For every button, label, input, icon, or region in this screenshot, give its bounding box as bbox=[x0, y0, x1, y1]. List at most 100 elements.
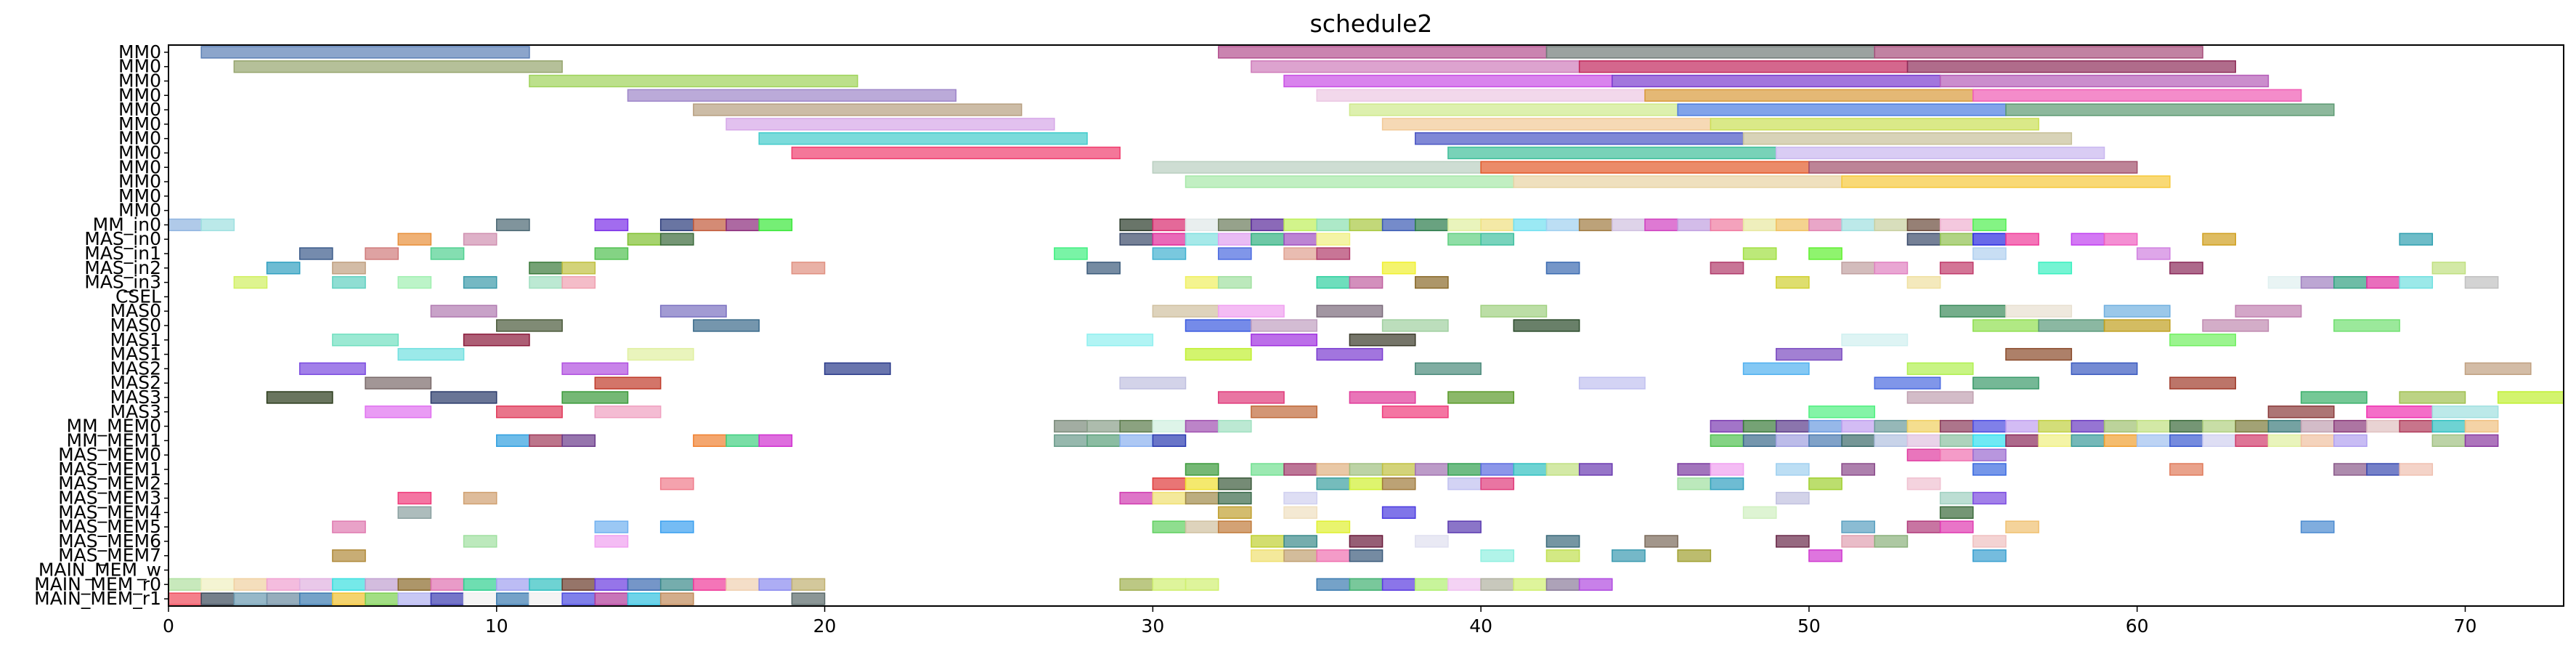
task-bar bbox=[463, 578, 497, 591]
task-bar bbox=[1841, 175, 2171, 188]
task-bar bbox=[659, 477, 694, 490]
task-bar bbox=[529, 592, 563, 605]
task-bar bbox=[1775, 218, 1810, 232]
task-bar bbox=[1742, 247, 1777, 260]
y-tick-label: MM0 bbox=[118, 142, 161, 163]
task-bar bbox=[1612, 74, 1941, 88]
task-bar bbox=[1644, 89, 1974, 102]
task-bar bbox=[298, 592, 333, 605]
y-tick-label: MAS_MEM4 bbox=[58, 501, 161, 522]
task-bar bbox=[1251, 463, 1285, 476]
task-bar bbox=[2169, 434, 2203, 448]
task-bar bbox=[1480, 578, 1515, 591]
y-axis-labels: MM0MM0MM0MM0MM0MM0MM0MM0MM0MM0MM0MM0MM_i… bbox=[34, 41, 168, 609]
task-bar bbox=[1152, 161, 1482, 174]
task-bar bbox=[1874, 262, 1909, 275]
task-bar bbox=[1185, 578, 1219, 591]
task-bar bbox=[1841, 218, 1876, 232]
task-bar bbox=[1251, 405, 1317, 419]
task-bar bbox=[1415, 275, 1449, 289]
task-bar bbox=[1578, 218, 1613, 232]
task-bar bbox=[1808, 247, 1842, 260]
x-tick-label: 60 bbox=[2126, 615, 2149, 637]
task-bar bbox=[332, 578, 366, 591]
task-bar bbox=[1316, 347, 1384, 361]
task-bar bbox=[1316, 89, 1646, 102]
x-tick-label: 50 bbox=[1797, 615, 1821, 637]
task-bar bbox=[1185, 419, 1219, 433]
task-bar bbox=[365, 578, 399, 591]
task-bar bbox=[1283, 549, 1317, 562]
task-bar bbox=[1316, 549, 1351, 562]
task-bar bbox=[1939, 419, 1974, 433]
task-bar bbox=[1447, 477, 1482, 490]
task-bar bbox=[1283, 506, 1317, 520]
plot-frame bbox=[168, 44, 2564, 607]
task-bar bbox=[594, 535, 629, 548]
y-tick-label: MAS_in1 bbox=[84, 243, 161, 264]
task-bar bbox=[529, 262, 563, 275]
task-bar bbox=[1251, 60, 1580, 73]
y-tick-label: CSEL bbox=[115, 286, 161, 307]
task-bar bbox=[1119, 434, 1154, 448]
task-bar bbox=[594, 578, 629, 591]
task-bar bbox=[1381, 578, 1416, 591]
task-bar bbox=[1381, 506, 1416, 520]
task-bar bbox=[1906, 60, 2236, 73]
task-bar bbox=[365, 376, 432, 389]
task-bar bbox=[496, 218, 530, 232]
task-bar bbox=[2366, 463, 2400, 476]
task-bar bbox=[1447, 218, 1482, 232]
task-bar bbox=[1578, 376, 1646, 389]
task-bar bbox=[2464, 275, 2499, 289]
task-bar bbox=[1939, 491, 1974, 505]
task-bar bbox=[1447, 578, 1482, 591]
task-bar bbox=[1874, 376, 1941, 389]
task-bar bbox=[1545, 262, 1580, 275]
task-bar bbox=[627, 89, 957, 102]
task-bar bbox=[1972, 448, 2007, 461]
task-bar bbox=[1480, 218, 1515, 232]
task-bar bbox=[1217, 506, 1252, 520]
task-bar bbox=[298, 362, 366, 376]
task-bar bbox=[1874, 218, 1909, 232]
task-bar bbox=[1185, 233, 1219, 246]
task-bar bbox=[1349, 391, 1416, 404]
task-bar bbox=[758, 578, 793, 591]
task-bar bbox=[2103, 233, 2138, 246]
task-bar bbox=[1545, 46, 1876, 59]
y-tick-label: MAS_in0 bbox=[84, 228, 161, 249]
task-bar bbox=[430, 578, 465, 591]
task-bar bbox=[693, 218, 727, 232]
task-bar bbox=[430, 391, 497, 404]
task-bar bbox=[2399, 463, 2434, 476]
y-tick-label: MAS_MEM0 bbox=[58, 444, 161, 465]
task-bar bbox=[2071, 434, 2105, 448]
task-bar bbox=[2136, 419, 2171, 433]
y-tick-label: MM0 bbox=[118, 171, 161, 192]
task-bar bbox=[659, 233, 694, 246]
task-bar bbox=[1415, 535, 1449, 548]
task-bars bbox=[168, 46, 2564, 605]
task-bar bbox=[1381, 218, 1416, 232]
y-tick-label: MAS2 bbox=[110, 358, 161, 379]
task-bar bbox=[1349, 578, 1384, 591]
task-bar bbox=[1283, 247, 1317, 260]
task-bar bbox=[1316, 218, 1351, 232]
task-bar bbox=[168, 578, 202, 591]
task-bar bbox=[659, 520, 694, 533]
task-bar bbox=[1775, 434, 1810, 448]
task-bar bbox=[726, 578, 760, 591]
task-bar bbox=[1841, 262, 1876, 275]
task-bar bbox=[1381, 118, 1712, 131]
task-bar bbox=[1283, 491, 1317, 505]
task-bar bbox=[2235, 434, 2270, 448]
task-bar bbox=[1447, 146, 1777, 160]
task-bar bbox=[1972, 89, 2302, 102]
task-bar bbox=[332, 334, 399, 347]
task-bar bbox=[1677, 463, 1712, 476]
task-bar bbox=[1185, 491, 1219, 505]
task-bar bbox=[365, 405, 432, 419]
task-bar bbox=[2169, 334, 2236, 347]
task-bar bbox=[1185, 175, 1515, 188]
